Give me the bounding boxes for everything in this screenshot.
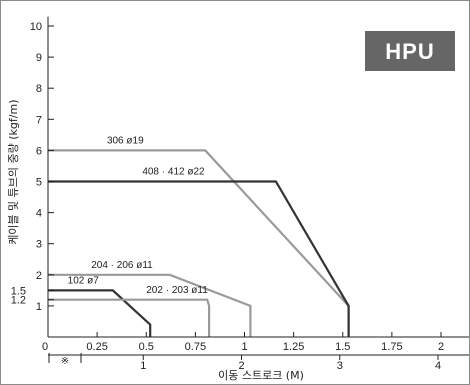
note-symbol: ※ (61, 356, 69, 367)
series-line-2 (48, 180, 350, 337)
series-label-4: 102 ø7 (68, 276, 100, 287)
hpu-badge-background (365, 31, 455, 71)
x-bottom-tick-label: 1 (140, 360, 146, 372)
series-line-5 (48, 298, 211, 337)
series-label-1: 306 ø19 (107, 136, 144, 147)
y-tick-label: 2 (36, 270, 42, 282)
y-axis-title: 케이블 및 튜브의 중량 (kgf/m) (7, 100, 20, 245)
y-tick-label: 5 (36, 177, 42, 189)
hpu-badge-text: HPU (385, 39, 434, 64)
y-tick-label: 1.2 (11, 295, 26, 307)
x-zero-label: 0 (42, 341, 48, 353)
series-label-2: 408 · 412 ø22 (142, 167, 205, 178)
y-tick-label: 10 (30, 21, 42, 33)
x-top-tick-label: 1 (241, 341, 247, 353)
hpu-badge: HPU (365, 31, 455, 71)
x-top-tick-label: 0.25 (86, 341, 107, 353)
y-tick-label: 1.5 (11, 285, 26, 297)
y-tick-label: 9 (36, 52, 42, 64)
x-top-tick-label: 1.5 (335, 341, 350, 353)
y-tick-label: 4 (36, 208, 42, 220)
y-tick-label: 3 (36, 239, 42, 251)
series-line-4 (48, 289, 152, 337)
y-tick-label: 7 (36, 114, 42, 126)
y-tick-label: 8 (36, 83, 42, 95)
x-top-tick-label: 0.75 (185, 341, 206, 353)
y-tick-label: 6 (36, 145, 42, 157)
x-bottom-tick-label: 2 (238, 360, 244, 372)
y-tick-label: 1 (36, 301, 42, 313)
series-line-1 (48, 149, 350, 337)
x-top-tick-label: 1.25 (283, 341, 304, 353)
series-label-5: 202 · 203 ø11 (146, 285, 208, 296)
series-label-3: 204 · 206 ø11 (91, 260, 153, 271)
x-axis-title: 이동 스트로크 (M) (218, 369, 304, 382)
x-top-tick-label: 0.5 (139, 341, 154, 353)
series-line-3 (48, 273, 252, 337)
x-bottom-tick-label: 4 (435, 360, 441, 372)
x-top-tick-label: 2 (438, 341, 444, 353)
x-bottom-tick-label: 3 (337, 360, 343, 372)
x-top-tick-label: 1.75 (381, 341, 402, 353)
